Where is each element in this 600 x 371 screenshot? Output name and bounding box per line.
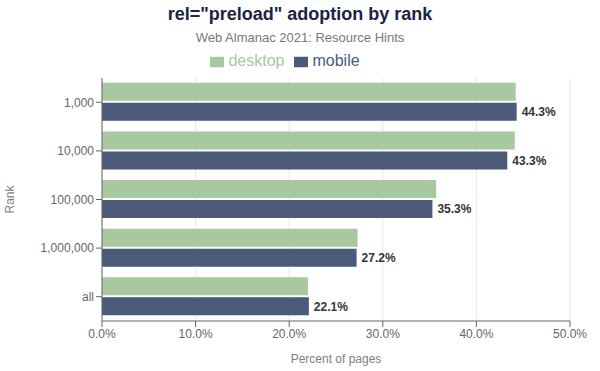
svg-text:44.3%: 44.3% — [522, 105, 556, 119]
html-text:Web Almanac 2021: Resource Hin: Web Almanac 2021: Resource Hints — [195, 30, 405, 45]
svg-text:30.0%: 30.0% — [366, 327, 400, 341]
svg-text:10,000: 10,000 — [57, 144, 94, 158]
html-text:desktop: desktop — [228, 52, 285, 69]
svg-text:1,000,000: 1,000,000 — [41, 241, 95, 255]
svg-text:20.0%: 20.0% — [272, 327, 306, 341]
svg-text:all: all — [82, 290, 94, 304]
svg-text:40.0%: 40.0% — [459, 327, 493, 341]
svg-text:100,000: 100,000 — [51, 193, 95, 207]
svg-text:50.0%: 50.0% — [553, 327, 587, 341]
svg-text:22.1%: 22.1% — [314, 300, 348, 314]
svg-text:27.2%: 27.2% — [362, 251, 396, 265]
svg-text:Rank: Rank — [8, 184, 17, 213]
svg-text:35.3%: 35.3% — [437, 202, 471, 216]
html-text:mobile: mobile — [312, 52, 360, 69]
svg-text:1,000: 1,000 — [64, 96, 94, 110]
svg-text:10.0%: 10.0% — [179, 327, 213, 341]
svg-text:0.0%: 0.0% — [88, 327, 116, 341]
svg-text:Percent of pages: Percent of pages — [291, 352, 382, 366]
svg-text:43.3%: 43.3% — [512, 154, 546, 168]
html-text:rel="preload" adoption by rank: rel="preload" adoption by rank — [167, 4, 433, 24]
